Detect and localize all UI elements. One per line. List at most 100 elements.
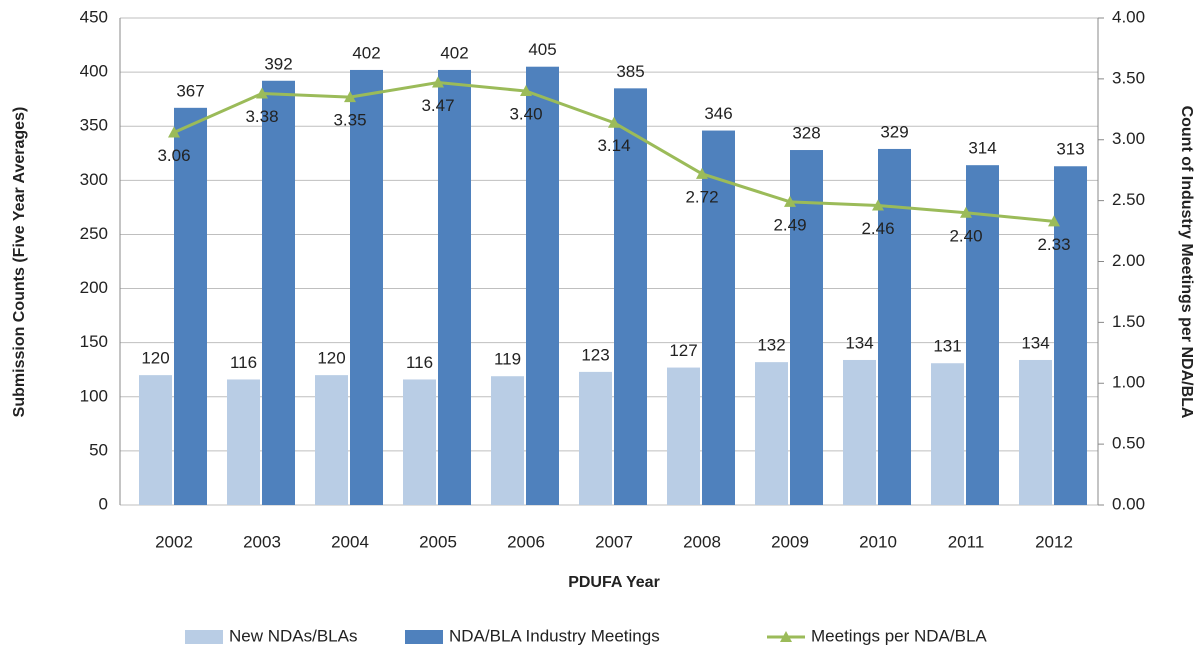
bar [667,367,700,505]
data-label: 120 [317,349,345,368]
x-tick-label: 2008 [683,532,721,551]
bar [174,107,207,505]
y2-tick-label: 0.00 [1112,494,1145,513]
marker [432,76,444,88]
bar [350,69,383,506]
x-tick-label: 2012 [1035,532,1073,551]
data-label: 131 [933,337,961,356]
y-tick-label: 0 [99,494,108,513]
data-label: 3.35 [333,111,366,130]
legend-label: NDA/BLA Industry Meetings [449,626,660,645]
y2-tick-label: 3.50 [1112,68,1145,87]
y2-tick-label: 1.50 [1112,312,1145,331]
bar [438,69,471,506]
x-axis-title: PDUFA Year [568,574,660,591]
data-label: 2.46 [861,219,894,238]
data-label: 3.40 [509,105,542,124]
y2-axis-title: Count of Industry Meetings per NDA/BLA [1178,106,1195,419]
x-tick-label: 2011 [948,532,985,551]
y-tick-label: 150 [80,332,108,351]
bar [843,359,876,505]
data-label: 2.33 [1037,235,1070,254]
bar [491,376,524,505]
bar [755,362,788,505]
bar [139,375,172,505]
bar [790,150,823,505]
y2-tick-label: 2.50 [1112,190,1145,209]
data-label: 116 [230,353,257,372]
data-label: 132 [757,336,785,355]
marker [520,85,532,97]
bar [579,371,612,505]
data-label: 116 [406,353,433,372]
legend-marker [780,631,792,642]
data-label: 314 [968,139,996,158]
x-tick-label: 2006 [507,532,545,551]
data-label: 3.14 [597,136,630,155]
data-label: 123 [581,345,609,364]
data-label: 119 [494,350,521,369]
bar [614,88,647,505]
data-label: 134 [1021,333,1049,352]
bar [1019,359,1052,505]
x-tick-label: 2010 [859,532,897,551]
y-tick-label: 100 [80,386,108,405]
y-axis-title: Submission Counts (Five Year Averages) [11,107,28,418]
marker [696,167,708,179]
data-label: 2.72 [685,187,718,206]
data-label: 134 [845,333,873,352]
data-label: 3.47 [421,96,454,115]
bar [966,165,999,505]
data-label: 392 [264,54,292,73]
bar [262,80,295,505]
marker [344,91,356,103]
data-label: 3.06 [157,146,190,165]
y-tick-label: 250 [80,224,108,243]
data-label: 313 [1056,140,1084,159]
data-label: 2.49 [773,215,806,234]
data-label: 120 [141,349,169,368]
y2-tick-label: 0.50 [1112,434,1145,453]
data-label: 3.38 [245,107,278,126]
data-label: 2.40 [949,226,982,245]
x-tick-label: 2005 [419,532,457,551]
data-label: 385 [616,62,644,81]
data-label: 346 [704,104,732,123]
x-tick-label: 2007 [595,532,633,551]
data-label: 328 [792,124,820,143]
x-tick-label: 2002 [155,532,193,551]
y2-tick-label: 4.00 [1112,7,1145,26]
y-tick-label: 400 [80,62,108,81]
legend-label: New NDAs/BLAs [229,626,357,645]
x-tick-label: 2004 [331,532,369,551]
y-tick-label: 300 [80,170,108,189]
bar [526,66,559,505]
x-tick-label: 2003 [243,532,281,551]
marker [872,199,884,211]
data-label: 329 [880,122,908,141]
marker [784,195,796,207]
bar [702,130,735,505]
bar [403,379,436,505]
y2-tick-label: 2.00 [1112,251,1145,270]
marker [168,126,180,138]
legend-label: Meetings per NDA/BLA [811,626,987,645]
marker [960,206,972,218]
y-tick-label: 200 [80,278,108,297]
marker [256,87,268,99]
data-label: 367 [176,81,204,100]
y-tick-label: 50 [89,440,108,459]
y-tick-label: 350 [80,116,108,135]
data-label: 405 [528,40,556,59]
data-label: 402 [440,43,468,62]
bar [931,363,964,505]
bar [1054,166,1087,505]
marker [1048,215,1060,227]
y2-tick-label: 3.00 [1112,129,1145,148]
marker [608,116,620,128]
legend-swatch [185,630,223,644]
x-tick-label: 2009 [771,532,809,551]
y2-tick-label: 1.00 [1112,373,1145,392]
